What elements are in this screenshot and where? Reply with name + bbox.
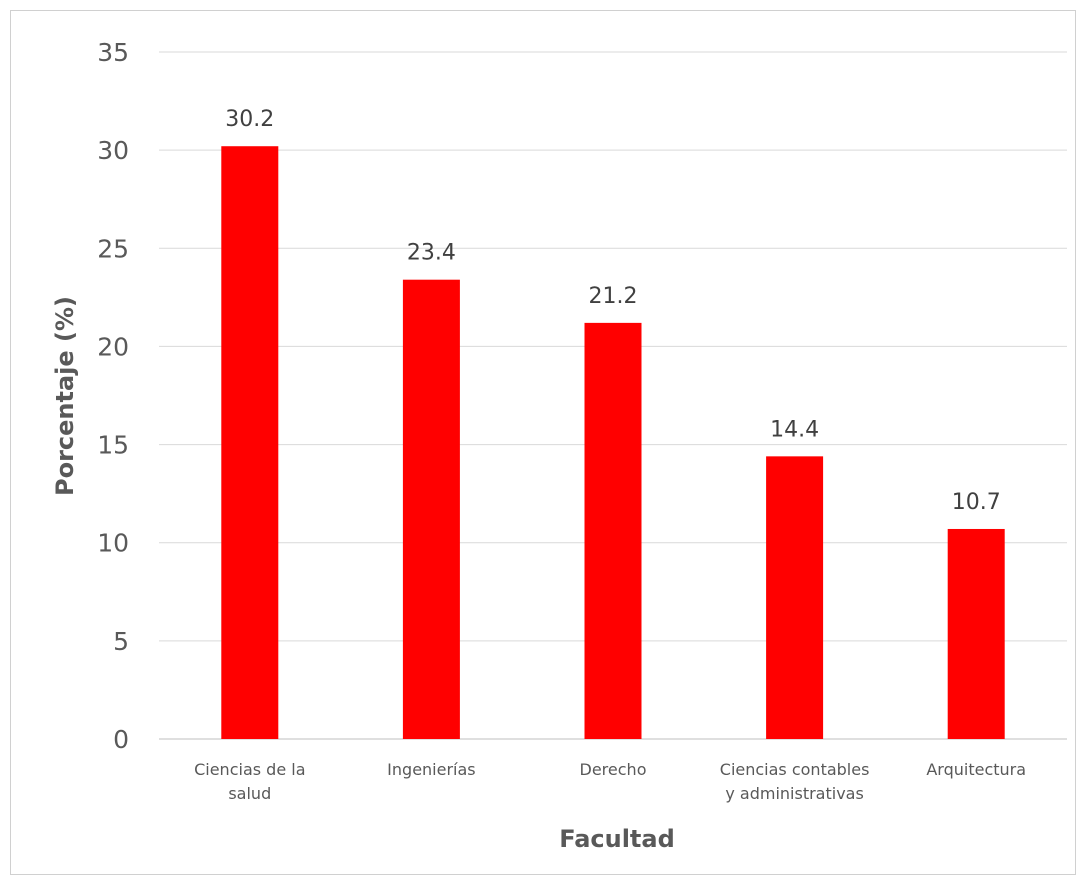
data-label: 10.7 [952,490,1001,515]
data-labels: 30.2 23.4 21.2 14.4 10.7 [225,107,1000,515]
y-tick-label: 35 [97,38,129,67]
x-axis-categories: Ciencias de la salud Ingenierías Derecho Cie… [194,760,1026,803]
y-axis-title: Porcentaje (%) [51,296,79,496]
y-tick-label: 0 [113,725,129,754]
x-tick-label: Ciencias de la salud [194,760,305,803]
y-tick-label: 15 [97,431,129,460]
bar [947,528,1005,739]
bar [584,322,642,739]
x-tick-label: Ciencias contables y administrativas [720,760,870,803]
bar [766,456,824,739]
x-tick-label: Arquitectura [926,760,1026,779]
data-label: 30.2 [225,107,274,132]
x-axis-title: Facultad [559,825,675,853]
chart-frame: 0 5 10 15 20 25 30 35 30.2 23.4 21.2 14.4 10.7 Cien… [10,10,1076,875]
y-tick-label: 20 [97,332,129,361]
bars [221,146,1005,739]
y-tick-label: 25 [97,234,129,263]
bar-chart: 0 5 10 15 20 25 30 35 30.2 23.4 21.2 14.4 10.7 Cien… [51,38,1067,853]
y-tick-label: 10 [97,529,129,558]
bar [221,146,279,739]
data-label: 23.4 [407,241,456,266]
y-axis-ticks: 0 5 10 15 20 25 30 35 [97,38,129,754]
x-tick-label: Ingenierías [387,760,475,779]
y-tick-label: 30 [97,136,129,165]
data-label: 21.2 [589,284,638,309]
x-tick-label: Derecho [580,760,647,779]
y-tick-label: 5 [113,627,129,656]
bar [402,279,460,739]
data-label: 14.4 [770,417,819,442]
